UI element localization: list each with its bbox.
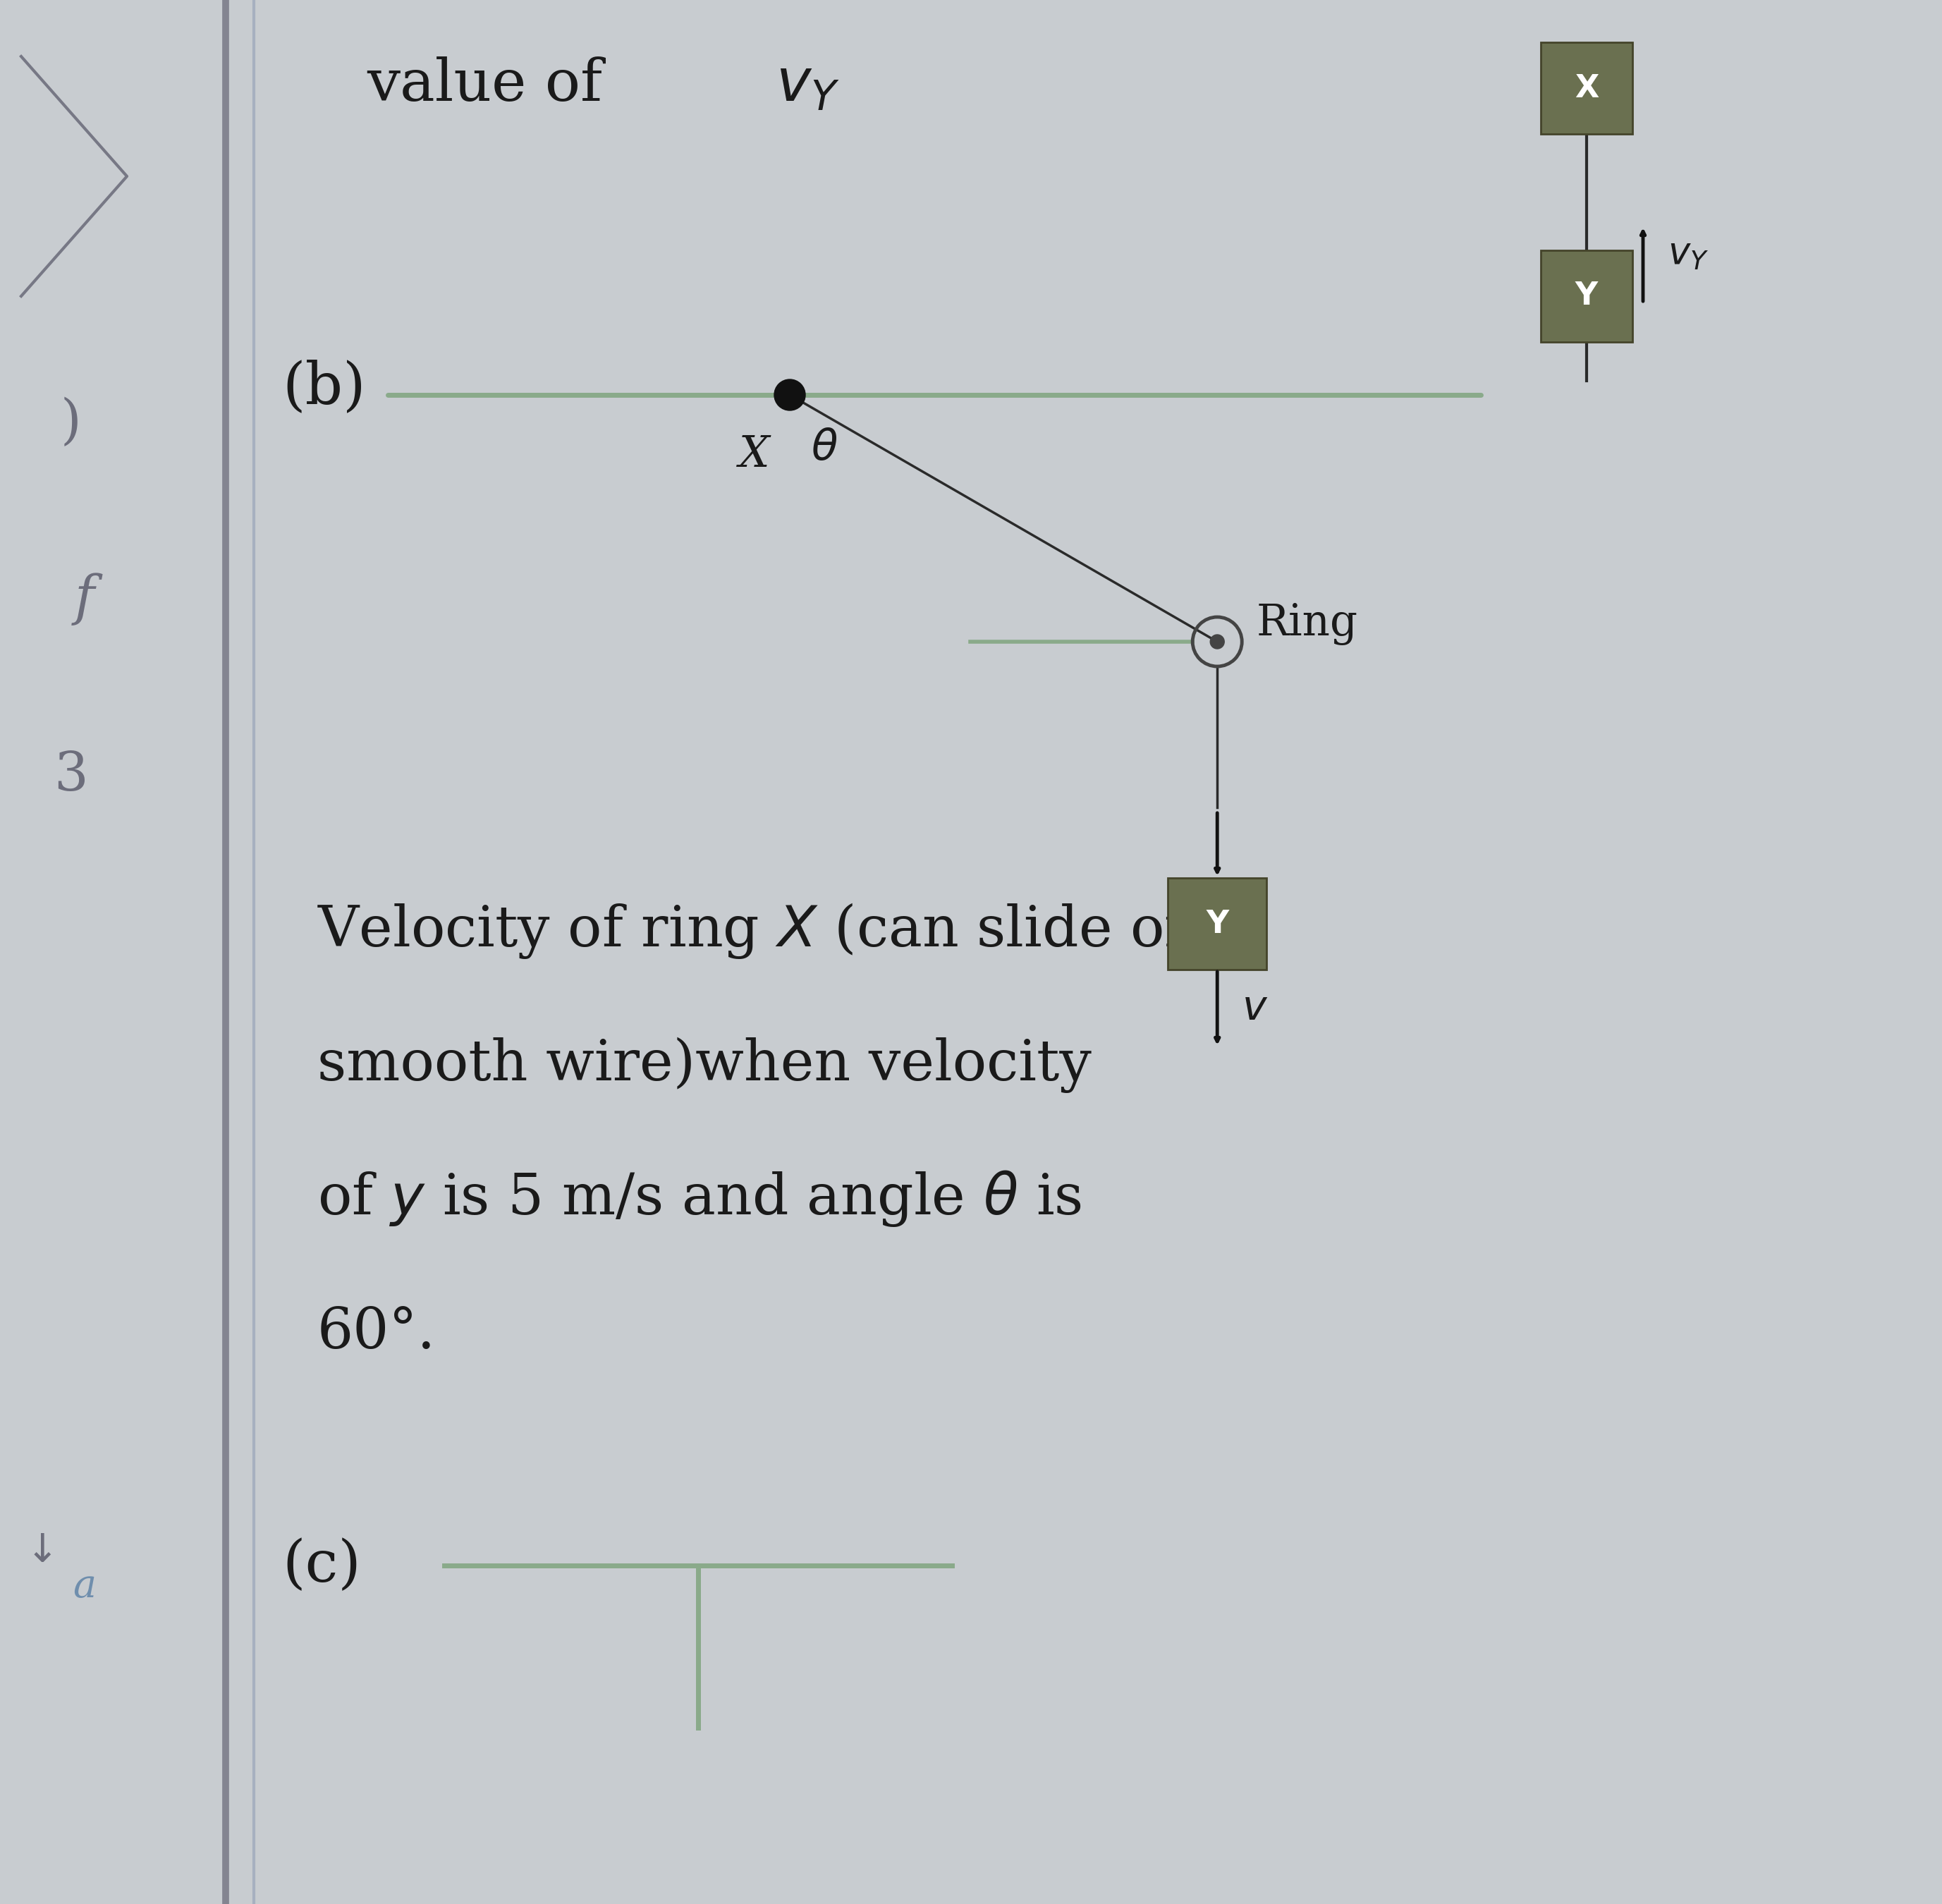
- Text: $v$: $v$: [1243, 988, 1268, 1028]
- Text: $v_Y$: $v_Y$: [775, 57, 839, 112]
- Text: $\theta$: $\theta$: [812, 426, 837, 468]
- Text: X: X: [1575, 72, 1598, 103]
- Text: of $y$ is 5 m/s and angle $\theta$ is: of $y$ is 5 m/s and angle $\theta$ is: [317, 1169, 1082, 1228]
- Text: 60°.: 60°.: [317, 1306, 435, 1359]
- Text: $v_Y$: $v_Y$: [1668, 236, 1709, 272]
- Bar: [1540, 42, 1633, 133]
- Text: X: X: [740, 434, 769, 476]
- Bar: [1167, 878, 1266, 969]
- Circle shape: [775, 379, 806, 411]
- Circle shape: [1210, 634, 1223, 649]
- Bar: [1540, 249, 1633, 343]
- Text: ): ): [60, 398, 82, 449]
- Text: Y: Y: [1575, 282, 1598, 312]
- Text: f: f: [74, 573, 95, 626]
- Text: value of: value of: [367, 57, 621, 112]
- Text: (b): (b): [282, 360, 365, 417]
- Text: 3: 3: [52, 750, 87, 802]
- Text: Y: Y: [1206, 908, 1229, 939]
- Text: Ring: Ring: [1256, 604, 1357, 645]
- Text: a: a: [74, 1567, 97, 1605]
- Text: $\downarrow$: $\downarrow$: [17, 1533, 52, 1571]
- Text: (c): (c): [282, 1537, 361, 1594]
- Text: smooth wire)when velocity: smooth wire)when velocity: [317, 1038, 1091, 1093]
- Text: Velocity of ring $X$ (can slide on: Velocity of ring $X$ (can slide on: [317, 901, 1200, 960]
